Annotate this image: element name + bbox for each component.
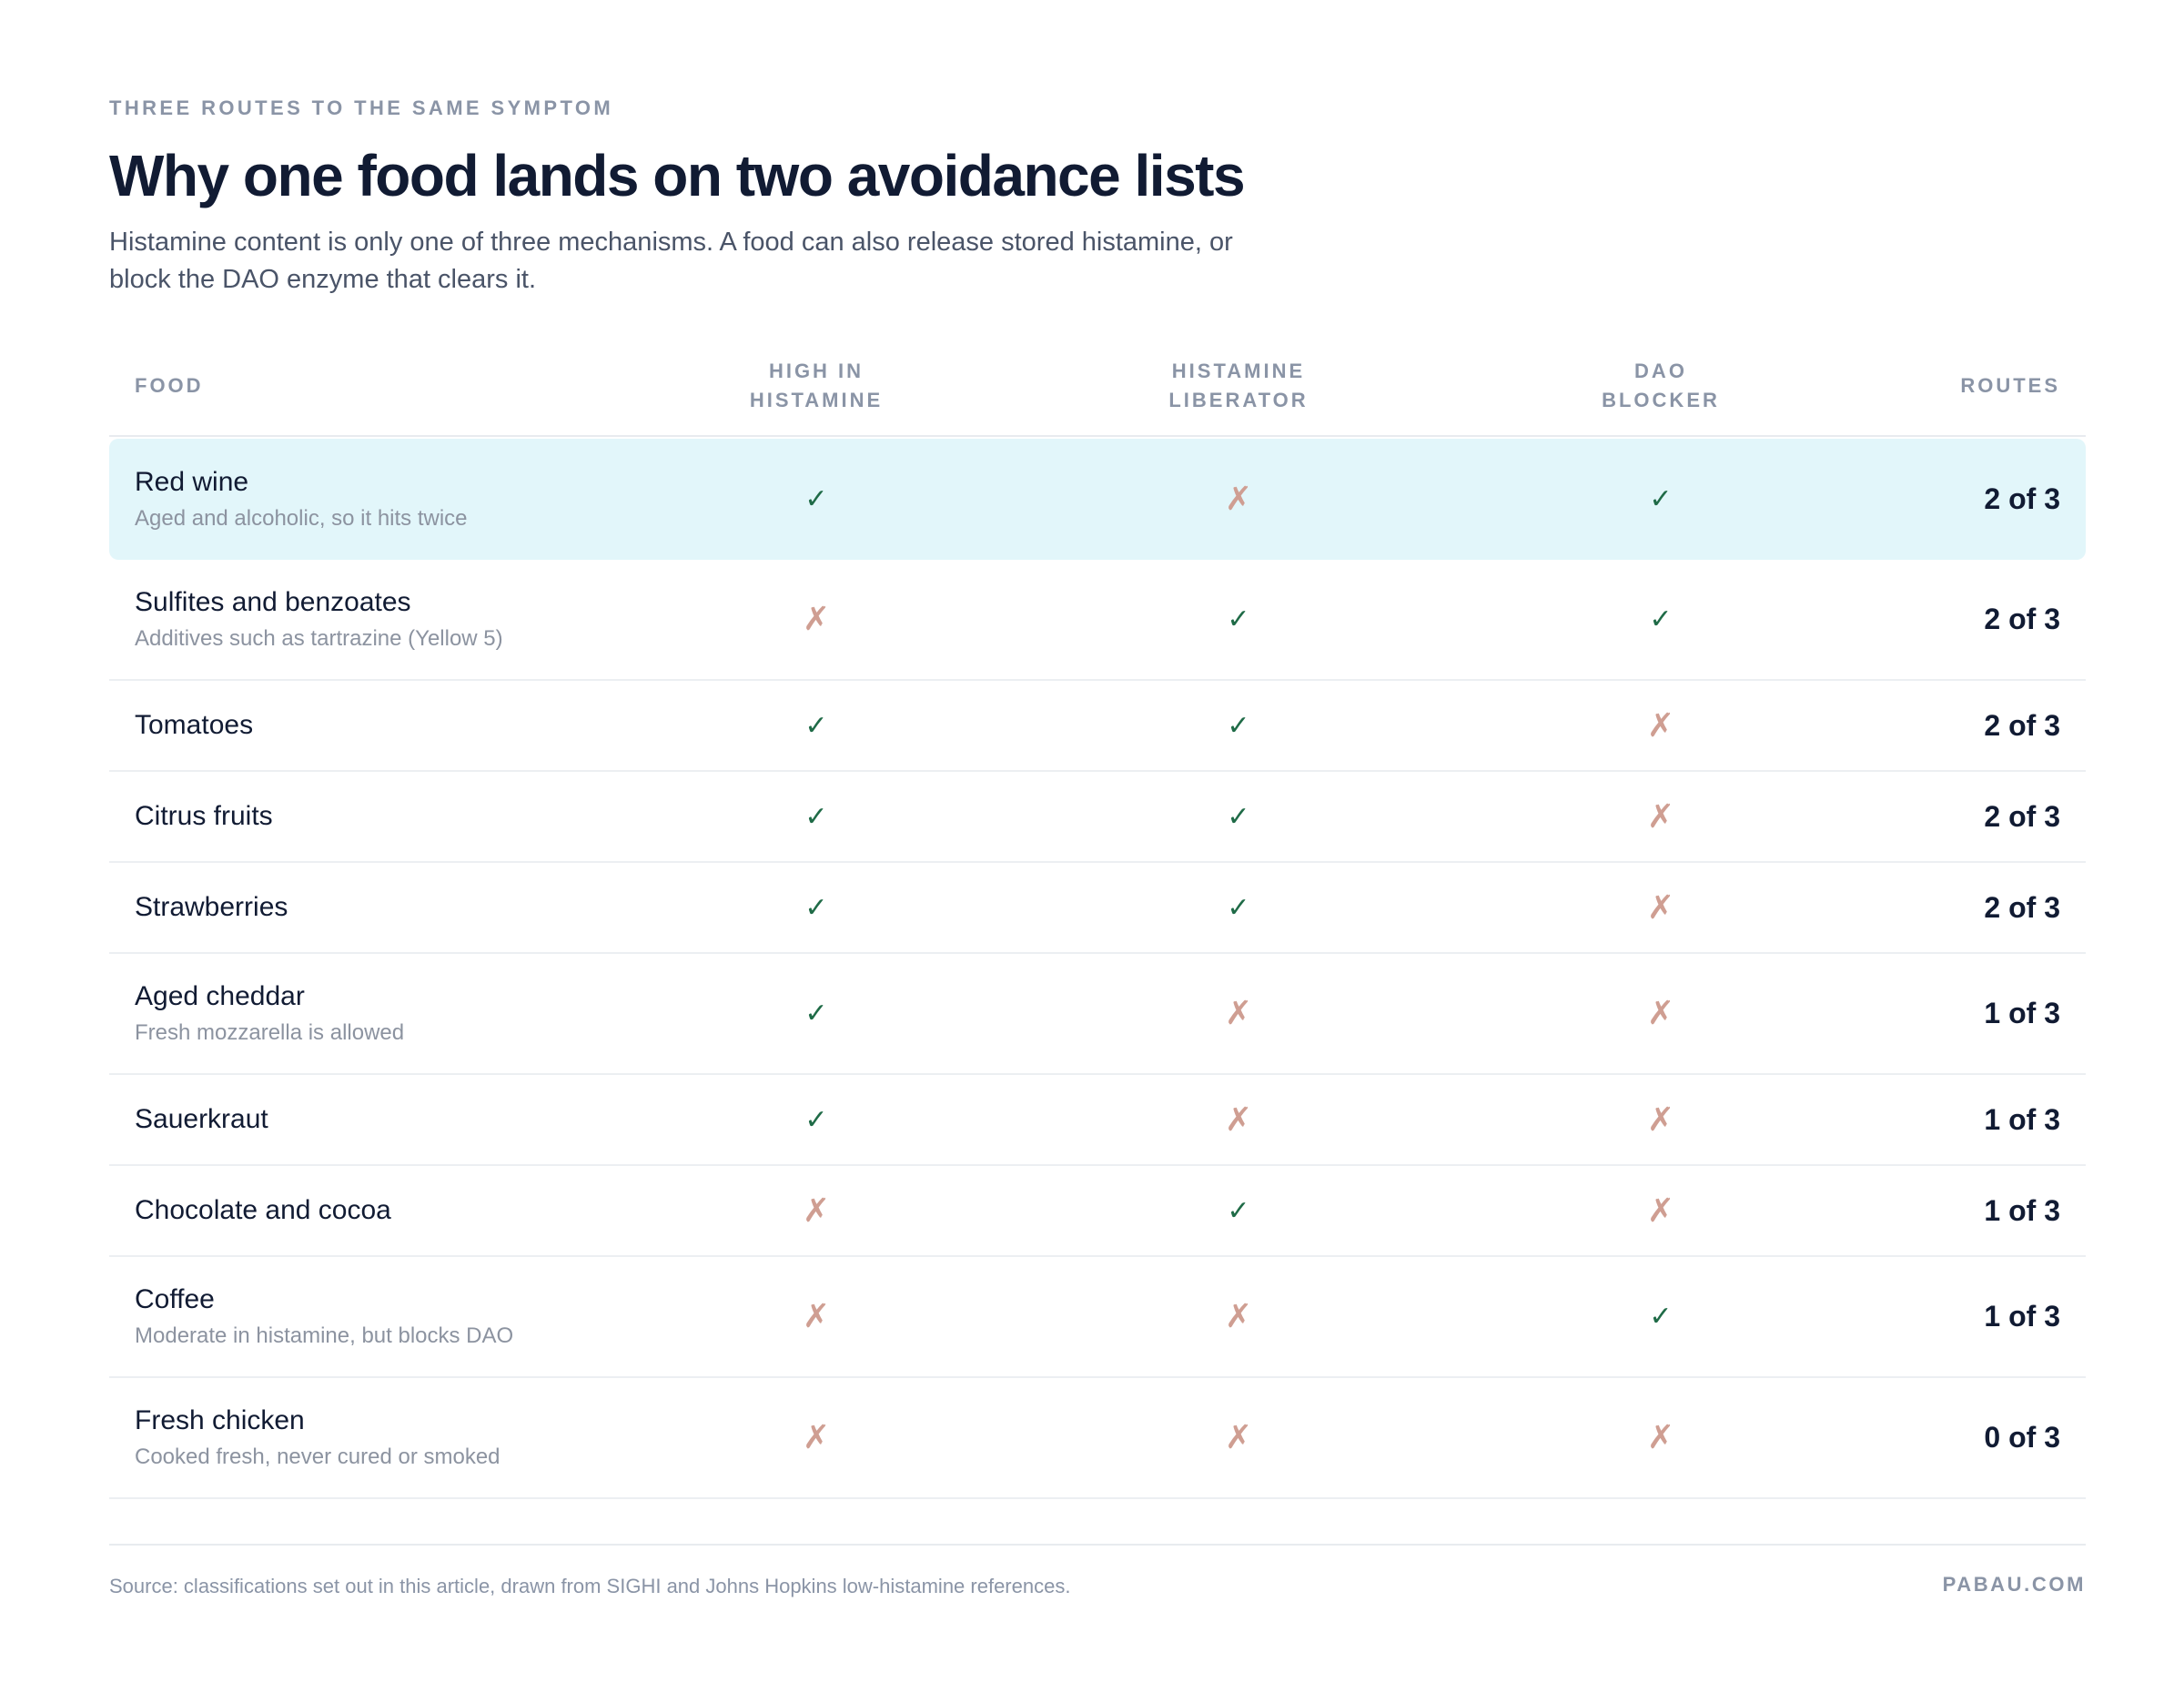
- cross-icon-histamine-liberator: ✗: [1224, 1298, 1253, 1335]
- food-routes-table: FOOD HIGH IN HISTAMINE HISTAMINE LIBERAT…: [109, 337, 2086, 1499]
- cross-icon-high-in-histamine: ✗: [802, 601, 831, 638]
- cross-icon-dao-blocker: ✗: [1646, 706, 1675, 745]
- food-note: Additives such as tartrazine (Yellow 5): [135, 625, 503, 651]
- check-icon-histamine-liberator: ✓: [1227, 709, 1250, 742]
- food-note: Moderate in histamine, but blocks DAO: [135, 1323, 514, 1348]
- cross-icon-dao-blocker: ✗: [1646, 888, 1675, 927]
- table-row: Strawberries ✓ ✓ ✗ 2 of 3: [109, 863, 2086, 954]
- check-icon-high-in-histamine: ✓: [804, 483, 828, 515]
- check-icon-dao-blocker: ✓: [1649, 1301, 1673, 1333]
- routes-count: 2 of 3: [1984, 890, 2060, 924]
- table-row: Red wine Aged and alcoholic, so it hits t…: [109, 439, 2086, 560]
- food-cell: Coffee Moderate in histamine, but blocks …: [135, 1257, 513, 1376]
- food-name: Tomatoes: [135, 710, 254, 740]
- food-name: Aged cheddar: [135, 980, 305, 1011]
- check-icon-high-in-histamine: ✓: [804, 1103, 828, 1136]
- food-name: Sauerkraut: [135, 1104, 268, 1134]
- cross-icon-high-in-histamine: ✗: [802, 1419, 831, 1456]
- footer-divider: [109, 1544, 2086, 1546]
- cross-icon-histamine-liberator: ✗: [1224, 1100, 1253, 1139]
- food-note: Aged and alcoholic, so it hits twice: [135, 505, 468, 531]
- check-icon-histamine-liberator: ✓: [1227, 891, 1250, 924]
- column-header-histamine-liberator: HISTAMINE LIBERATOR: [1168, 360, 1309, 411]
- food-cell: Strawberries: [135, 863, 288, 952]
- food-name: Strawberries: [135, 892, 288, 922]
- table-row: Sulfites and benzoates Additives such as …: [109, 560, 2086, 681]
- food-note: Fresh mozzarella is allowed: [135, 1019, 405, 1045]
- check-icon-histamine-liberator: ✓: [1227, 800, 1250, 833]
- column-header-high-in-histamine: HIGH IN HISTAMINE: [749, 360, 884, 411]
- food-cell: Sulfites and benzoates Additives such as …: [135, 560, 503, 679]
- routes-count: 2 of 3: [1984, 708, 2060, 742]
- check-icon-high-in-histamine: ✓: [804, 709, 828, 742]
- table-body: Red wine Aged and alcoholic, so it hits t…: [109, 439, 2086, 1499]
- routes-count: 2 of 3: [1984, 603, 2060, 635]
- table-row: Fresh chicken Cooked fresh, never cured o…: [109, 1378, 2086, 1499]
- table-row: Citrus fruits ✓ ✓ ✗ 2 of 3: [109, 772, 2086, 863]
- food-name: Coffee: [135, 1283, 215, 1314]
- food-name: Chocolate and cocoa: [135, 1195, 391, 1225]
- table-header: FOOD HIGH IN HISTAMINE HISTAMINE LIBERAT…: [109, 337, 2086, 437]
- source-note: Source: classifications set out in this …: [109, 1575, 1071, 1597]
- check-icon-dao-blocker: ✓: [1649, 483, 1673, 515]
- check-icon-high-in-histamine: ✓: [804, 891, 828, 924]
- cross-icon-dao-blocker: ✗: [1646, 797, 1675, 836]
- cross-icon-histamine-liberator: ✗: [1224, 1419, 1253, 1456]
- check-icon-dao-blocker: ✓: [1649, 603, 1673, 635]
- cross-icon-histamine-liberator: ✗: [1224, 995, 1253, 1032]
- cross-icon-dao-blocker: ✗: [1646, 1419, 1675, 1456]
- food-name: Sulfites and benzoates: [135, 586, 411, 617]
- routes-count: 2 of 3: [1984, 799, 2060, 833]
- food-cell: Tomatoes: [135, 681, 253, 770]
- food-cell: Chocolate and cocoa: [135, 1166, 391, 1255]
- table-row: Tomatoes ✓ ✓ ✗ 2 of 3: [109, 681, 2086, 772]
- food-cell: Fresh chicken Cooked fresh, never cured o…: [135, 1378, 500, 1497]
- table-row: Coffee Moderate in histamine, but blocks …: [109, 1257, 2086, 1378]
- cross-icon-dao-blocker: ✗: [1646, 1100, 1675, 1139]
- routes-count: 1 of 3: [1984, 997, 2060, 1029]
- check-icon-histamine-liberator: ✓: [1227, 1194, 1250, 1227]
- food-cell: Sauerkraut: [135, 1075, 268, 1164]
- check-icon-high-in-histamine: ✓: [804, 998, 828, 1029]
- routes-count: 2 of 3: [1984, 482, 2060, 515]
- column-header-dao-blocker: DAO BLOCKER: [1602, 360, 1720, 411]
- food-cell: Red wine Aged and alcoholic, so it hits t…: [135, 439, 468, 560]
- cross-icon-dao-blocker: ✗: [1646, 995, 1675, 1032]
- cross-icon-histamine-liberator: ✗: [1224, 481, 1253, 518]
- page-title: Why one food lands on two avoidance list…: [109, 143, 1246, 208]
- brand-label: PABAU.COM: [1942, 1573, 2086, 1596]
- routes-count: 0 of 3: [1984, 1421, 2060, 1454]
- routes-count: 1 of 3: [1984, 1102, 2060, 1136]
- food-note: Cooked fresh, never cured or smoked: [135, 1444, 500, 1469]
- food-cell: Citrus fruits: [135, 772, 273, 861]
- check-icon-histamine-liberator: ✓: [1227, 603, 1250, 635]
- cross-icon-dao-blocker: ✗: [1646, 1191, 1675, 1230]
- routes-count: 1 of 3: [1984, 1193, 2060, 1227]
- kicker: THREE ROUTES TO THE SAME SYMPTOM: [109, 96, 614, 119]
- table-row: Sauerkraut ✓ ✗ ✗ 1 of 3: [109, 1075, 2086, 1166]
- food-name: Fresh chicken: [135, 1404, 305, 1435]
- food-cell: Aged cheddar Fresh mozzarella is allowed: [135, 954, 404, 1073]
- food-name: Citrus fruits: [135, 801, 273, 831]
- table-row: Chocolate and cocoa ✗ ✓ ✗ 1 of 3: [109, 1166, 2086, 1257]
- subtitle: Histamine content is only one of three m…: [109, 228, 1233, 294]
- food-name: Red wine: [135, 466, 249, 497]
- routes-count: 1 of 3: [1984, 1300, 2060, 1333]
- check-icon-high-in-histamine: ✓: [804, 800, 828, 833]
- cross-icon-high-in-histamine: ✗: [802, 1298, 831, 1335]
- table-row: Aged cheddar Fresh mozzarella is allowed ✓…: [109, 954, 2086, 1075]
- cross-icon-high-in-histamine: ✗: [802, 1191, 831, 1230]
- column-header-routes: ROUTES: [1960, 374, 2060, 397]
- column-header-food: FOOD: [135, 374, 204, 397]
